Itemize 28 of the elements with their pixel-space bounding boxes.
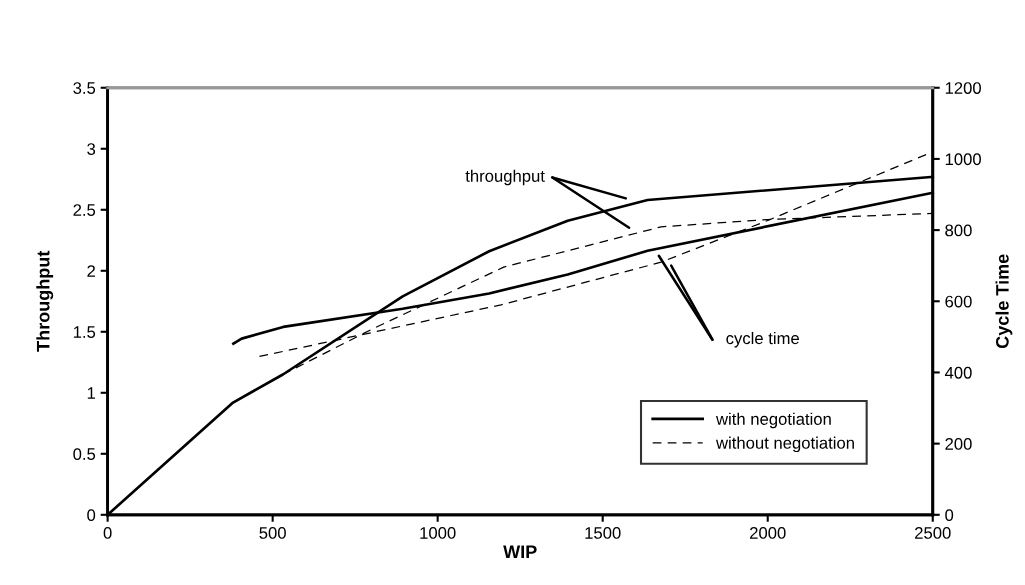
y2-tick-label: 1200 [945, 82, 981, 94]
x-tick-label: 500 [259, 527, 286, 539]
y2-tick-label: 600 [945, 295, 972, 308]
annotation: throughput [465, 169, 545, 186]
y2-axis-title: Cycle Time [995, 254, 1013, 349]
y-tick-label: 1 [87, 387, 96, 399]
x-axis-title: WIP [503, 545, 537, 558]
y-axis-title: Throughput [36, 250, 54, 352]
legend-label: with negotiation [715, 412, 831, 429]
y-tick-label: 1.5 [73, 326, 96, 338]
y2-tick-label: 200 [945, 438, 972, 450]
y-tick-label: 3 [87, 143, 96, 155]
x-tick-label: 1000 [420, 527, 456, 539]
x-tick-label: 2500 [915, 527, 951, 539]
y2-tick-label: 400 [944, 366, 972, 379]
legend-label: without negotiation [715, 436, 854, 453]
y2-tick-label: 0 [945, 509, 954, 521]
annotation: cycle time [726, 331, 799, 348]
y-tick-label: 3.5 [73, 82, 96, 94]
x-tick-label: 0 [103, 527, 112, 539]
x-tick-label: 2000 [750, 527, 786, 539]
y2-tick-label: 1000 [945, 153, 981, 166]
x-tick-label: 1500 [585, 527, 621, 539]
y-tick-label: 0 [87, 509, 96, 521]
y-tick-label: 2 [87, 265, 95, 277]
y-tick-label: 2.5 [73, 204, 96, 216]
y-tick-label: 0.5 [73, 448, 96, 460]
y2-tick-label: 800 [945, 224, 972, 237]
